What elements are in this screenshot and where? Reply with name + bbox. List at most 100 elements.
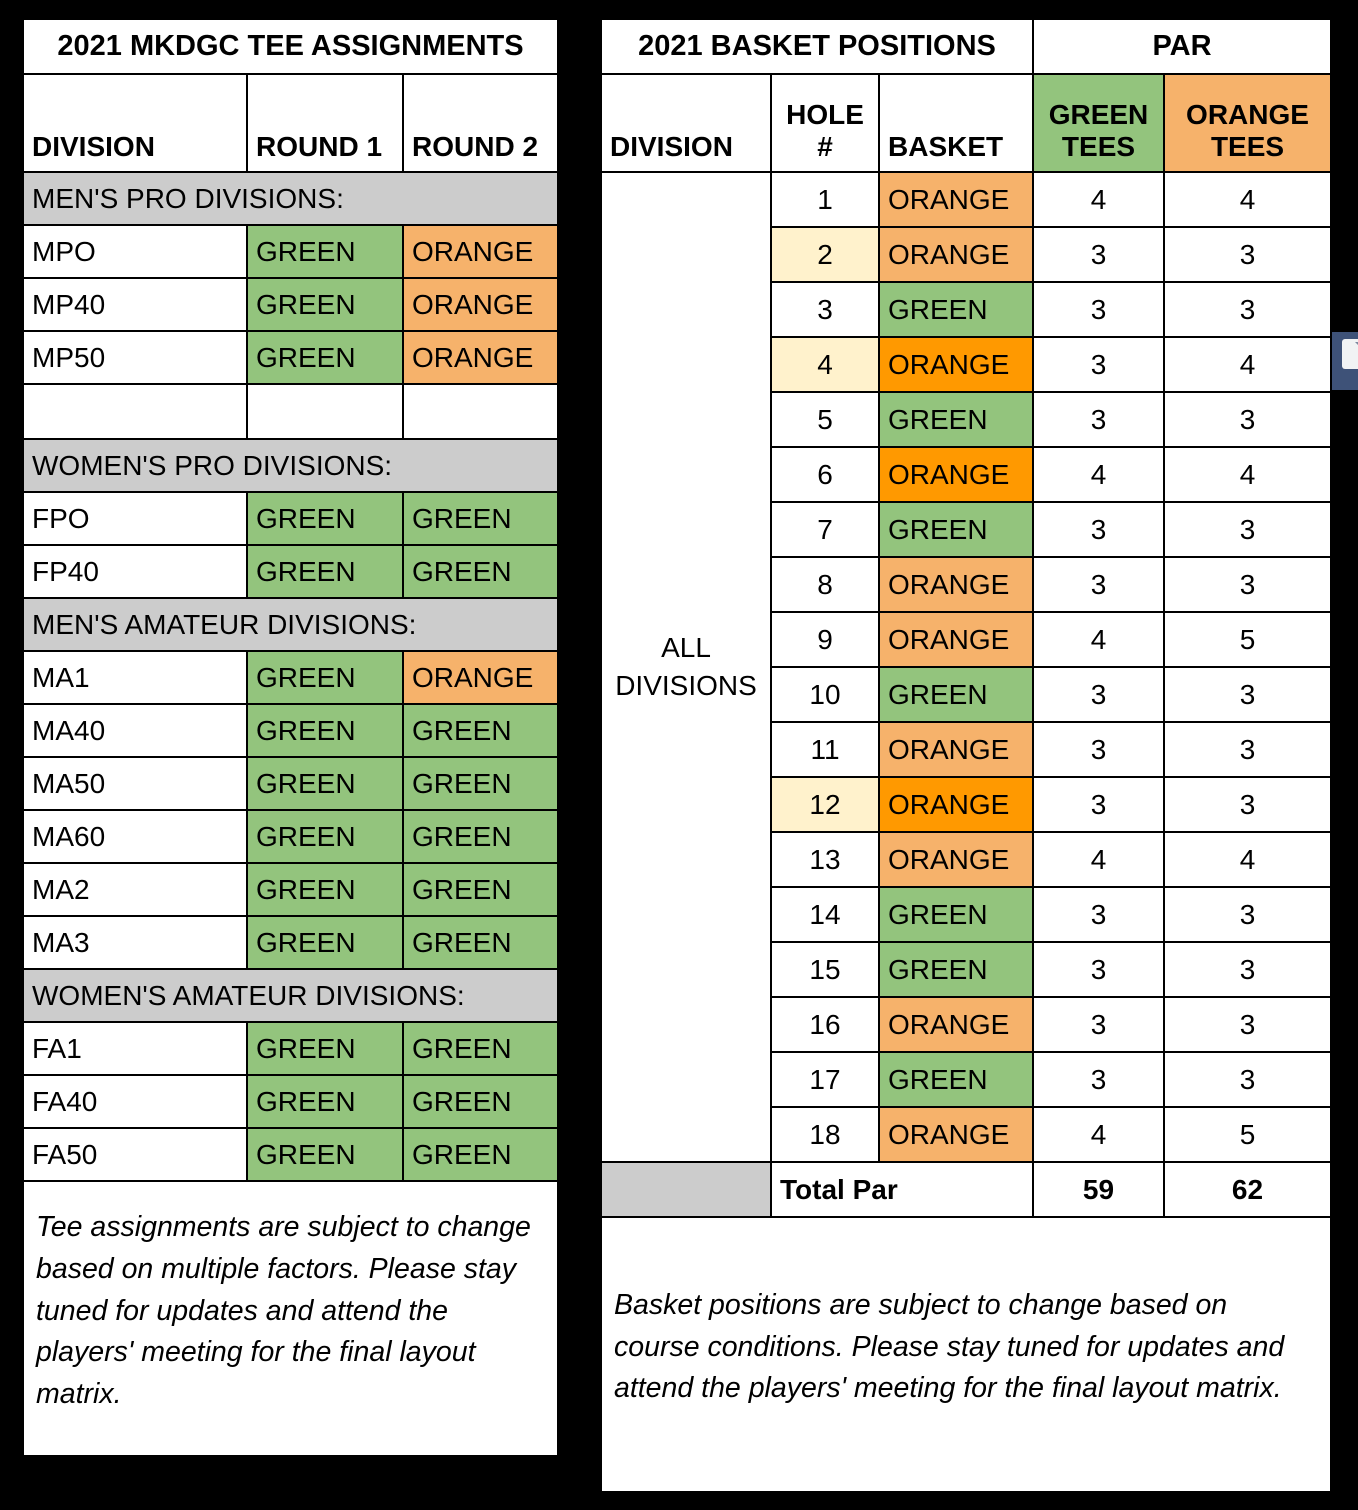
basket-color-cell: GREEN <box>878 281 1034 338</box>
all-divisions-cell: ALL DIVISIONS <box>600 171 772 1163</box>
tee-col-header-division: DIVISION <box>22 73 248 173</box>
round1-tee-cell: GREEN <box>246 1021 404 1076</box>
orange-tees-par-cell: 4 <box>1162 446 1333 503</box>
hole-number-cell: 16 <box>770 996 880 1053</box>
total-par-orange: 62 <box>1162 1161 1333 1218</box>
division-name-cell: MPO <box>22 224 248 279</box>
basket-color-cell: GREEN <box>878 391 1034 448</box>
green-tees-par-cell: 3 <box>1032 226 1165 283</box>
table-row: WOMEN'S PRO DIVISIONS: <box>22 438 559 493</box>
orange-tees-par-cell: 3 <box>1162 996 1333 1053</box>
round2-tee-cell: GREEN <box>402 809 559 864</box>
total-par-label: Total Par <box>770 1161 1034 1218</box>
hole-number-cell: 7 <box>770 501 880 558</box>
green-tees-par-cell: 4 <box>1032 171 1165 228</box>
table-row: 10 GREEN 3 3 <box>601 666 1333 723</box>
table-row: 8 ORANGE 3 3 <box>601 556 1333 613</box>
green-tees-par-cell: 3 <box>1032 776 1165 833</box>
table-row: MA2 GREEN GREEN <box>22 862 559 917</box>
tee-table-title: 2021 MKDGC TEE ASSIGNMENTS <box>22 18 559 75</box>
basket-color-cell: ORANGE <box>878 336 1034 393</box>
round2-tee-cell: ORANGE <box>402 650 559 705</box>
division-name-cell: MA60 <box>22 809 248 864</box>
basket-col-header-basket: BASKET <box>878 73 1034 173</box>
table-row: 11 ORANGE 3 3 <box>601 721 1333 778</box>
hole-number-cell: 3 <box>770 281 880 338</box>
table-row: ALL DIVISIONS 1 ORANGE 4 4 <box>600 171 1333 1163</box>
hole-number-cell: 11 <box>770 721 880 778</box>
division-name-cell: FPO <box>22 491 248 546</box>
round2-tee-cell: GREEN <box>402 756 559 811</box>
round1-tee-cell: GREEN <box>246 544 404 599</box>
basket-color-cell: GREEN <box>878 666 1034 723</box>
orange-tees-par-cell: 3 <box>1162 886 1333 943</box>
tee-col-header-round2: ROUND 2 <box>402 73 559 173</box>
basket-positions-table: 2021 BASKET POSITIONS PAR DIVISION HOLE … <box>599 18 1333 1493</box>
green-tees-par-cell: 3 <box>1032 1051 1165 1108</box>
round1-tee-cell: GREEN <box>246 756 404 811</box>
division-name-cell: FA40 <box>22 1074 248 1129</box>
section-header-cell: MEN'S AMATEUR DIVISIONS: <box>22 597 559 652</box>
table-row: MP50 GREEN ORANGE <box>22 330 559 385</box>
empty-cell <box>246 383 404 440</box>
table-row: MA60 GREEN GREEN <box>22 809 559 864</box>
round1-tee-cell: GREEN <box>246 277 404 332</box>
basket-color-cell: GREEN <box>878 941 1034 998</box>
table-row: 7 GREEN 3 3 <box>601 501 1333 558</box>
basket-col-header-orange-tees: ORANGE TEES <box>1162 73 1333 173</box>
table-row: FA40 GREEN GREEN <box>22 1074 559 1129</box>
green-tees-par-cell: 3 <box>1032 281 1165 338</box>
round1-tee-cell: GREEN <box>246 809 404 864</box>
basket-color-cell: ORANGE <box>878 171 1034 228</box>
hole-number-cell: 8 <box>770 556 880 613</box>
basket-positions-note: Basket positions are subject to change b… <box>599 1216 1333 1493</box>
table-row: FA50 GREEN GREEN <box>22 1127 559 1182</box>
hole-number-cell: 17 <box>770 1051 880 1108</box>
round2-tee-cell: ORANGE <box>402 277 559 332</box>
table-row: WOMEN'S AMATEUR DIVISIONS: <box>22 968 559 1023</box>
orange-tees-par-cell: 3 <box>1162 776 1333 833</box>
green-tees-par-cell: 4 <box>1032 446 1165 503</box>
round2-tee-cell: GREEN <box>402 1127 559 1182</box>
green-tees-par-cell: 3 <box>1032 336 1165 393</box>
division-name-cell: MP50 <box>22 330 248 385</box>
orange-tees-par-cell: 5 <box>1162 1106 1333 1163</box>
floating-cursor-icon[interactable] <box>1332 332 1358 390</box>
round2-tee-cell: ORANGE <box>402 330 559 385</box>
round1-tee-cell: GREEN <box>246 224 404 279</box>
green-tees-par-cell: 3 <box>1032 996 1165 1053</box>
green-tees-par-cell: 3 <box>1032 391 1165 448</box>
round1-tee-cell: GREEN <box>246 491 404 546</box>
table-row: 17 GREEN 3 3 <box>601 1051 1333 1108</box>
division-name-cell: MP40 <box>22 277 248 332</box>
table-row: 5 GREEN 3 3 <box>601 391 1333 448</box>
division-name-cell: FA1 <box>22 1021 248 1076</box>
green-tees-par-cell: 3 <box>1032 941 1165 998</box>
table-row: 12 ORANGE 3 3 <box>601 776 1333 833</box>
green-tees-par-cell: 3 <box>1032 501 1165 558</box>
basket-col-header-hole: HOLE # <box>770 73 880 173</box>
basket-color-cell: ORANGE <box>878 611 1034 668</box>
table-row: 2 ORANGE 3 3 <box>601 226 1333 283</box>
orange-tees-par-cell: 4 <box>1162 171 1333 228</box>
table-row: 14 GREEN 3 3 <box>601 886 1333 943</box>
table-row: 6 ORANGE 4 4 <box>601 446 1333 503</box>
hole-number-cell: 10 <box>770 666 880 723</box>
hole-number-cell: 12 <box>770 776 880 833</box>
table-row: MEN'S AMATEUR DIVISIONS: <box>22 597 559 652</box>
division-name-cell: MA40 <box>22 703 248 758</box>
round1-tee-cell: GREEN <box>246 915 404 970</box>
section-header-cell: WOMEN'S AMATEUR DIVISIONS: <box>22 968 559 1023</box>
orange-tees-par-cell: 3 <box>1162 501 1333 558</box>
table-row: 15 GREEN 3 3 <box>601 941 1333 998</box>
table-row: MA40 GREEN GREEN <box>22 703 559 758</box>
round2-tee-cell: GREEN <box>402 491 559 546</box>
division-name-cell: FP40 <box>22 544 248 599</box>
basket-color-cell: GREEN <box>878 886 1034 943</box>
table-row: FP40 GREEN GREEN <box>22 544 559 599</box>
table-row: MA50 GREEN GREEN <box>22 756 559 811</box>
total-row-division-cell <box>600 1161 772 1218</box>
total-par-green: 59 <box>1032 1161 1165 1218</box>
basket-color-cell: ORANGE <box>878 721 1034 778</box>
